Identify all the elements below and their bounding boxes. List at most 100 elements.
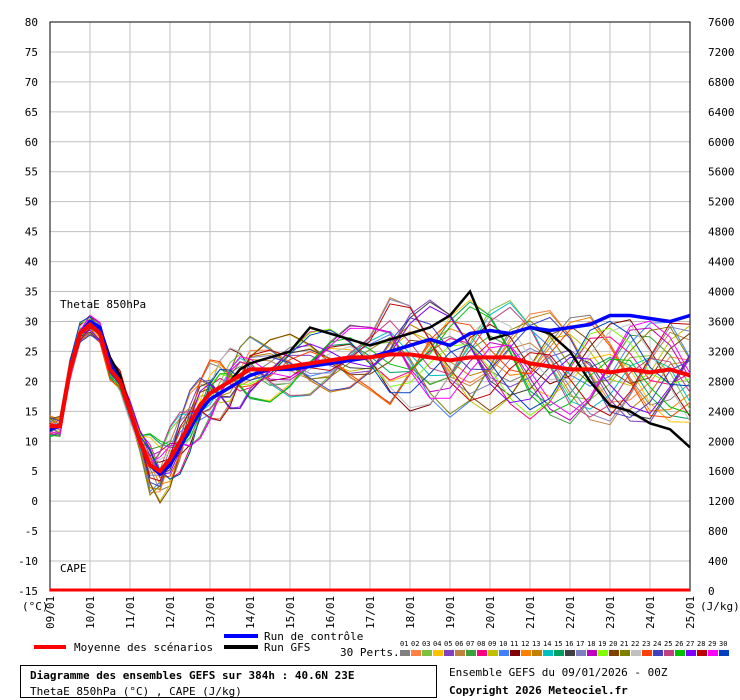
pert-swatch (609, 650, 619, 656)
right-tick-label: 1600 (708, 465, 735, 478)
pert-number: 04 (433, 640, 441, 648)
pert-swatch (510, 650, 520, 656)
pert-number: 25 (664, 640, 672, 648)
right-tick-label: 0 (708, 585, 715, 598)
right-tick-label: 1200 (708, 495, 735, 508)
right-tick-label: 2400 (708, 405, 735, 418)
pert-number: 21 (620, 640, 628, 648)
legend-gfs-label: Run GFS (264, 641, 310, 654)
pert-number: 13 (532, 640, 540, 648)
pert-number: 08 (477, 640, 485, 648)
pert-swatch (543, 650, 553, 656)
pert-number: 03 (422, 640, 430, 648)
pert-number: 30 (719, 640, 727, 648)
pert-swatch (565, 650, 575, 656)
left-tick-label: 35 (25, 286, 38, 299)
left-tick-label: 10 (25, 435, 38, 448)
pert-swatch (664, 650, 674, 656)
x-axis-ticks: 09/01 10/01 11/01 12/01 13/01 14/01 15/01 16/01… (44, 596, 697, 629)
left-tick-label: 0 (31, 495, 38, 508)
x-tick-label: 19/01 (444, 596, 457, 629)
left-tick-label: 55 (25, 166, 38, 179)
pert-number: 23 (642, 640, 650, 648)
cape-annotation: CAPE (60, 562, 87, 575)
pert-swatch (477, 650, 487, 656)
x-tick-label: 24/01 (644, 596, 657, 629)
pert-number: 20 (609, 640, 617, 648)
pert-number: 10 (499, 640, 507, 648)
thetae-annotation: ThetaE 850hPa (60, 298, 146, 311)
pert-swatch (697, 650, 707, 656)
left-tick-label: -10 (18, 555, 38, 568)
right-tick-label: 3600 (708, 315, 735, 328)
pert-number: 29 (708, 640, 716, 648)
right-tick-label: 400 (708, 555, 728, 568)
pert-swatch (576, 650, 586, 656)
info-box: Diagramme des ensembles GEFS sur 384h : … (20, 665, 437, 698)
pert-number: 12 (521, 640, 529, 648)
pert-swatch (422, 650, 432, 656)
pert-number: 22 (631, 640, 639, 648)
pert-number: 07 (466, 640, 474, 648)
copyright: Copyright 2026 Meteociel.fr (449, 684, 628, 697)
left-tick-label: 75 (25, 46, 38, 59)
right-axis-unit: (J/kg) (700, 600, 740, 613)
right-tick-label: 2800 (708, 375, 735, 388)
pert-number: 26 (675, 640, 683, 648)
x-tick-label: 15/01 (284, 596, 297, 629)
left-tick-label: 50 (25, 196, 38, 209)
right-tick-label: 4000 (708, 286, 735, 299)
pert-line-26 (49, 306, 691, 448)
pert-line-28 (49, 303, 691, 482)
left-tick-label: 80 (25, 16, 38, 29)
right-tick-label: 5600 (708, 166, 735, 179)
right-tick-label: 6000 (708, 136, 735, 149)
pert-swatch (587, 650, 597, 656)
pert-number: 06 (455, 640, 463, 648)
info-title: Diagramme des ensembles GEFS sur 384h : … (30, 669, 355, 682)
pert-number: 01 (400, 640, 408, 648)
pert-swatch (433, 650, 443, 656)
right-tick-label: 800 (708, 525, 728, 538)
legend-mean-label: Moyenne des scénarios (74, 641, 213, 654)
right-tick-label: 7200 (708, 46, 735, 59)
left-axis-unit: (°C) (22, 600, 49, 613)
right-tick-label: 3200 (708, 345, 735, 358)
left-tick-label: 70 (25, 76, 38, 89)
pert-line-22 (49, 315, 691, 464)
x-tick-label: 12/01 (164, 596, 177, 629)
right-tick-label: 4400 (708, 256, 735, 269)
left-tick-label: -15 (18, 585, 38, 598)
x-tick-label: 21/01 (524, 596, 537, 629)
legend-control-label: Run de contrôle (264, 630, 363, 643)
x-tick-label: 11/01 (124, 596, 137, 629)
pert-number: 11 (510, 640, 518, 648)
x-tick-label: 25/01 (684, 596, 697, 629)
pert-number: 19 (598, 640, 606, 648)
right-tick-label: 2000 (708, 435, 735, 448)
pert-number: 15 (554, 640, 562, 648)
x-tick-label: 10/01 (84, 596, 97, 629)
pert-swatch (444, 650, 454, 656)
x-tick-label: 14/01 (244, 596, 257, 629)
legend-perts-label: 30 Perts. (340, 646, 400, 659)
pert-swatch (598, 650, 608, 656)
pert-swatch (499, 650, 509, 656)
pert-swatch (631, 650, 641, 656)
pert-number: 09 (488, 640, 496, 648)
right-tick-label: 7600 (708, 16, 735, 29)
left-tick-label: 5 (31, 465, 38, 478)
pert-swatch (455, 650, 465, 656)
left-tick-label: 60 (25, 136, 38, 149)
pert-number: 28 (697, 640, 705, 648)
main-lines (49, 289, 691, 592)
pert-number: 24 (653, 640, 661, 648)
run-info: Ensemble GEFS du 09/01/2026 - 00Z (449, 666, 668, 679)
x-tick-label: 23/01 (604, 596, 617, 629)
pert-number: 18 (587, 640, 595, 648)
pert-number: 02 (411, 640, 419, 648)
pert-number: 16 (565, 640, 573, 648)
pert-number: 27 (686, 640, 694, 648)
